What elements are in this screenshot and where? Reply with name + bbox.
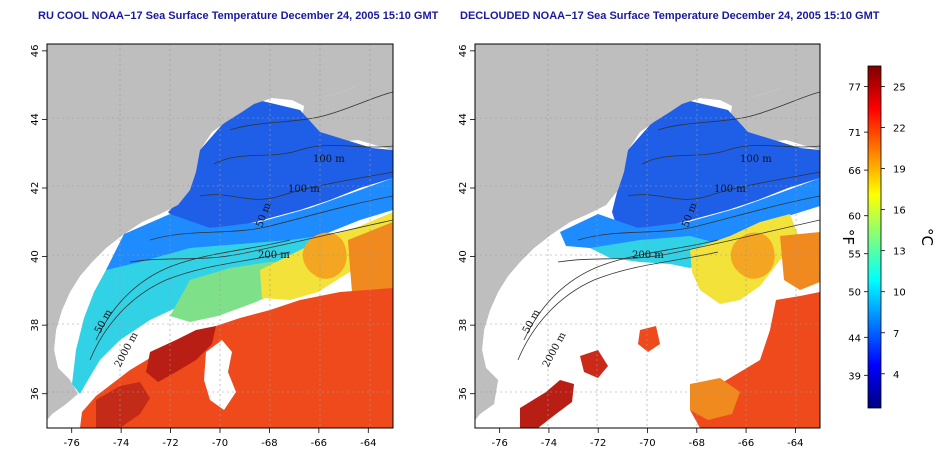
right-lon-tick-label: -64: [787, 438, 803, 449]
fahrenheit-tick-label: 50: [848, 288, 861, 299]
celsius-tick-label: 13: [893, 247, 906, 258]
left-lon-tick-label: -74: [113, 438, 129, 449]
right-isobath-label-100m-north: 100 m: [740, 154, 772, 165]
colorbar-gradient: [867, 65, 882, 409]
celsius-tick-label: 22: [893, 124, 906, 135]
left-sst-cold-gulf-of-maine: [168, 100, 393, 228]
fahrenheit-tick-label: 44: [848, 333, 861, 344]
celsius-tick-label: 10: [893, 288, 906, 299]
right-sst-map: 100 m 100 m 50 m 200 m 50 m 2000 m -76 -7…: [458, 43, 821, 449]
celsius-tick-label: 4: [893, 370, 899, 381]
left-coastline-overlay: [47, 44, 370, 420]
right-lon-tick-label: -66: [738, 438, 754, 449]
left-lon-tick-label: -68: [261, 438, 277, 449]
left-sst-dark-red-south: [96, 382, 150, 428]
left-sst-orange-slope: [348, 222, 393, 296]
left-sst-gulf-stream: [80, 288, 393, 428]
fahrenheit-unit-label: °F: [839, 229, 857, 245]
left-isobath-label-100m-mid: 100 m: [288, 184, 320, 195]
right-lon-tick-label: -70: [639, 438, 655, 449]
right-lat-tick-label: 38: [458, 319, 469, 332]
right-sst-orange-eddy: [730, 232, 775, 279]
right-sst-orange-slope: [780, 232, 820, 290]
right-lat-tick-label: 42: [458, 182, 469, 195]
left-lon-tick-label: -76: [64, 438, 80, 449]
right-lon-tick-label: -76: [491, 438, 507, 449]
left-sst-map: 100 m 100 m 50 m 200 m 50 m 2000 m -76 -7…: [30, 43, 394, 449]
left-sst-dark-red-core: [146, 326, 216, 382]
left-lat-tick-label: 36: [30, 387, 41, 400]
left-lat-tick-label: 40: [30, 250, 41, 263]
celsius-unit-label: °C: [918, 228, 936, 246]
fahrenheit-tick-label: 66: [848, 166, 861, 177]
right-coastline-overlay: [475, 44, 798, 420]
left-lat-tick-label: 44: [30, 113, 41, 126]
celsius-tick-label: 16: [893, 206, 906, 217]
fahrenheit-tick-label: 39: [848, 371, 861, 382]
right-lon-tick-label: -68: [689, 438, 705, 449]
temperature-colorbar: 25 22 19 16 13 10 7 4 77 71 66 60 55 50 44 39 °F °C: [839, 65, 936, 409]
left-grid: [47, 44, 393, 428]
fahrenheit-tick-label: 55: [848, 250, 861, 261]
left-lon-tick-label: -66: [311, 438, 327, 449]
left-sst-orange-eddy: [302, 232, 347, 279]
right-nova-scotia: [730, 44, 820, 150]
left-lat-tick-label: 42: [30, 182, 41, 195]
right-panel-title: DECLOUDED NOAA−17 Sea Surface Temperatur…: [460, 10, 880, 22]
left-isobath-label-100m-north: 100 m: [313, 154, 345, 165]
right-lat-tick-label: 36: [458, 387, 469, 400]
right-isobath-lines: [517, 91, 820, 361]
celsius-tick-label: 25: [893, 83, 906, 94]
left-axis-ticks: -76 -74 -72 -70 -68 -66 -64 36 38 40 42 44 46: [30, 44, 376, 449]
left-lon-tick-label: -70: [212, 438, 228, 449]
celsius-tick-label: 7: [893, 329, 899, 340]
right-sst-blue-shelf: [560, 178, 820, 254]
fahrenheit-tick-label: 77: [848, 83, 861, 94]
celsius-tick-label: 19: [893, 165, 906, 176]
right-grid: [475, 44, 820, 428]
left-lon-tick-label: -64: [360, 438, 376, 449]
right-isobath-label-100m-mid: 100 m: [714, 184, 746, 195]
left-isobath-label-200m: 200 m: [258, 250, 290, 261]
right-sst-cold-gulf-of-maine: [612, 100, 820, 228]
right-sst-red-patch-west: [580, 350, 608, 378]
right-axis-ticks: -76 -74 -72 -70 -68 -66 -64 36 38 40 42 44 46: [458, 44, 804, 449]
right-lon-tick-label: -72: [590, 438, 606, 449]
left-lon-tick-label: -72: [162, 438, 178, 449]
right-lon-tick-label: -74: [541, 438, 557, 449]
colorbar-ticks: 25 22 19 16 13 10 7 4 77 71 66 60 55 50 44 39: [848, 83, 905, 383]
left-isobath-lines: [89, 91, 393, 361]
left-panel-title: RU COOL NOAA−17 Sea Surface Temperature …: [38, 10, 439, 22]
right-lat-tick-label: 44: [458, 113, 469, 126]
fahrenheit-tick-label: 71: [848, 128, 861, 139]
right-lat-tick-label: 46: [458, 44, 469, 57]
left-lat-tick-label: 38: [30, 319, 41, 332]
right-lat-tick-label: 40: [458, 250, 469, 263]
right-sst-red-patch-mid: [638, 326, 660, 352]
right-isobath-label-200m: 200 m: [632, 250, 664, 261]
fahrenheit-tick-label: 60: [848, 212, 861, 223]
right-sst-orange-south: [690, 378, 740, 420]
left-lat-tick-label: 46: [30, 44, 41, 57]
